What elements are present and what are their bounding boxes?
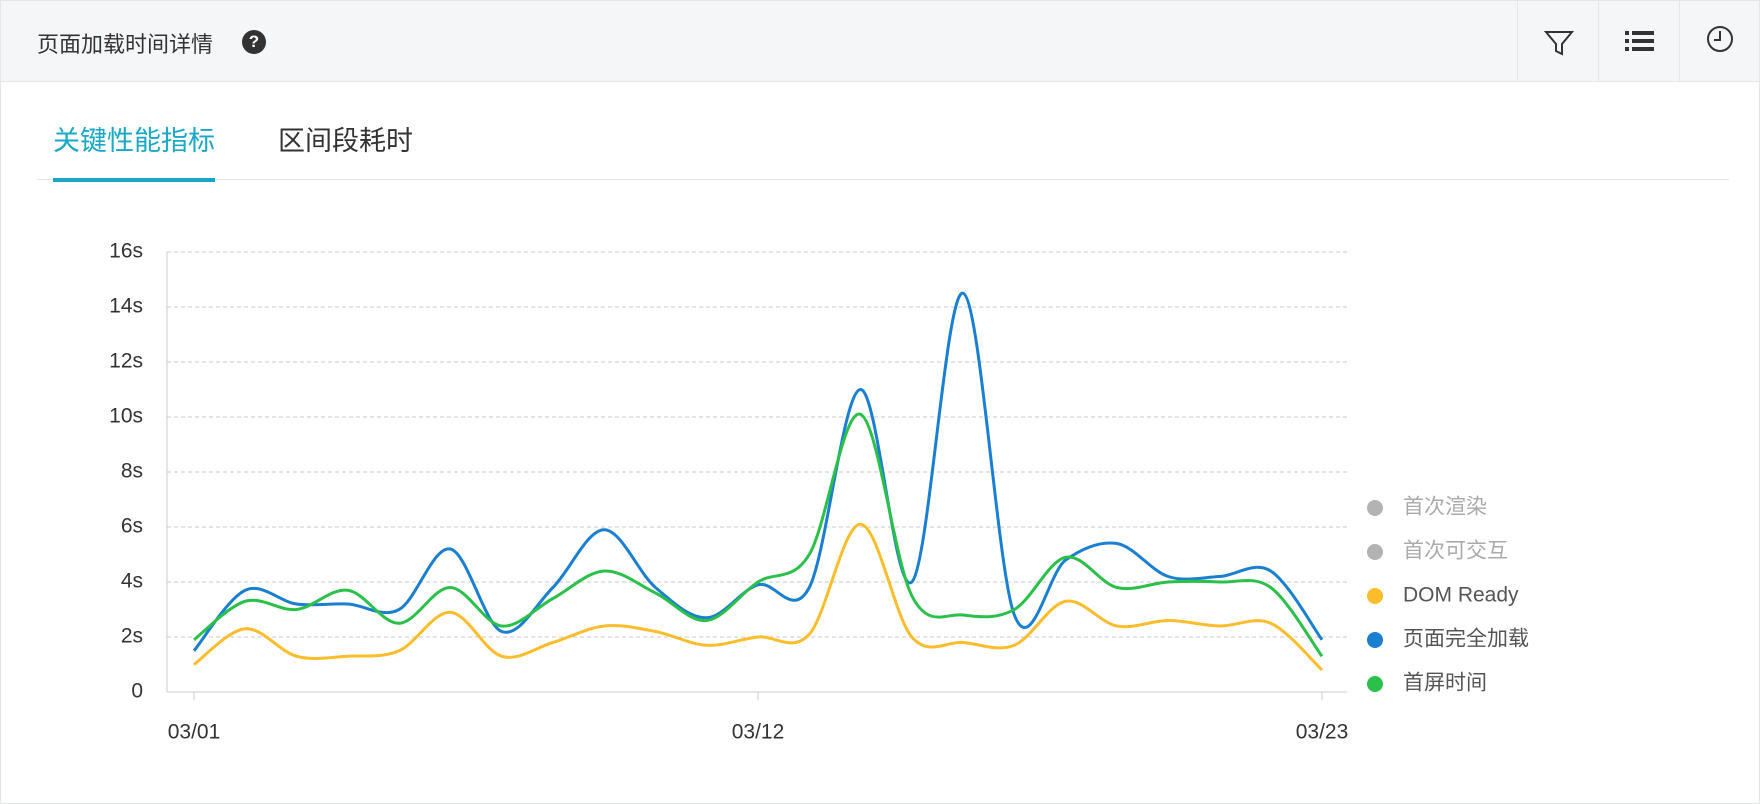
x-tick-label: 03/12 — [732, 721, 785, 744]
y-tick-label: 8s — [121, 460, 143, 483]
help-icon[interactable]: ? — [242, 30, 266, 54]
legend-marker — [1367, 500, 1383, 516]
legend-label: DOM Ready — [1403, 584, 1519, 607]
y-tick-label: 16s — [109, 240, 143, 263]
y-tick-label: 6s — [121, 515, 143, 538]
series-line — [193, 412, 1324, 658]
legend-marker — [1367, 632, 1383, 648]
filter-button[interactable] — [1517, 1, 1599, 81]
series-line — [193, 522, 1324, 672]
list-button[interactable] — [1598, 1, 1680, 81]
panel-title: 页面加载时间详情 — [37, 32, 214, 57]
legend-marker — [1367, 676, 1383, 692]
y-tick-label: 4s — [121, 570, 143, 593]
legend-label: 首次可交互 — [1403, 540, 1508, 563]
panel-header: 页面加载时间详情 ? — [1, 1, 1759, 82]
x-tick-label: 03/01 — [168, 721, 221, 744]
y-tick-label: 10s — [109, 405, 143, 428]
time-button[interactable] — [1679, 1, 1759, 81]
tab-bar: 关键性能指标 区间段耗时 — [37, 119, 1729, 182]
y-tick-label: 12s — [109, 350, 143, 373]
y-tick-label: 2s — [121, 625, 143, 648]
x-tick-label: 03/23 — [1296, 721, 1349, 744]
tab[interactable]: 区间段耗时 — [278, 126, 413, 156]
tab[interactable]: 关键性能指标 — [53, 119, 215, 182]
series-line — [192, 291, 1324, 652]
legend-label: 首次渲染 — [1403, 496, 1487, 519]
y-tick-label: 14s — [109, 295, 143, 318]
y-tick-label: 0 — [131, 680, 143, 703]
legend-label: 首屏时间 — [1403, 672, 1487, 695]
legend-marker — [1367, 544, 1383, 560]
legend-label: 页面完全加载 — [1403, 628, 1529, 651]
legend-marker — [1367, 588, 1383, 604]
